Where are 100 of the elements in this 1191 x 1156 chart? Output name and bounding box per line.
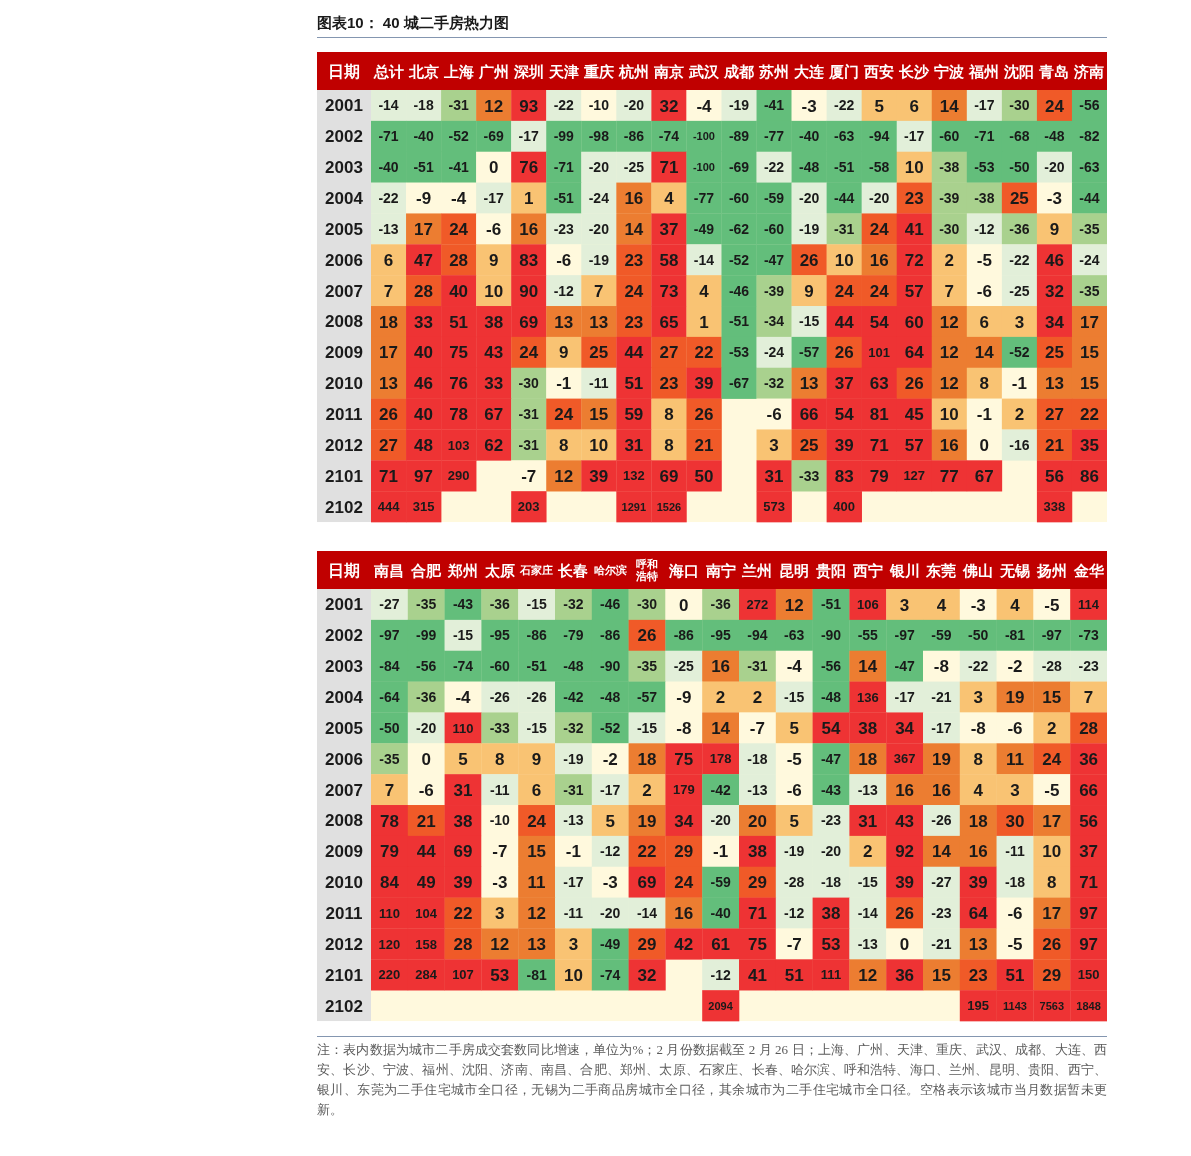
data-label: 39 [968,873,988,893]
data-label: -1 [565,842,581,862]
x-tick-label: 昆明 [779,561,810,579]
data-label: -9 [676,688,692,708]
data-label: 27 [379,436,398,456]
data-label: 47 [414,250,434,270]
data-label: -41 [763,97,785,114]
data-label: 15 [1080,374,1099,394]
data-label: 101 [868,344,891,360]
data-label: -4 [696,96,713,116]
data-label: -32 [563,719,584,736]
data-label: 28 [1079,719,1099,739]
data-label: 19 [1005,688,1025,708]
data-label: 9 [559,343,569,363]
data-label: -36 [416,689,437,706]
data-label: -18 [747,750,768,767]
y-tick-label: 2101 [325,466,363,486]
data-label: 33 [414,312,434,332]
data-label: 14 [624,219,644,239]
data-label: 103 [447,437,470,453]
data-label: 54 [869,312,890,332]
data-label: -90 [820,627,842,644]
data-label: 35 [1080,436,1099,456]
data-label: 36 [895,965,915,985]
data-label: -15 [784,689,805,706]
data-label: -40 [798,128,820,145]
data-label: 23 [904,189,924,209]
data-label: -39 [763,282,785,299]
data-label: -5 [1044,595,1060,615]
data-label: -25 [623,159,645,176]
data-label: 34 [674,811,694,831]
data-label: -62 [728,220,750,237]
data-label: 15 [931,965,951,985]
data-label: -20 [600,905,621,922]
data-label: 24 [449,219,469,239]
data-label: 78 [449,405,469,425]
data-label: 17 [1042,811,1062,831]
data-label: 0 [899,935,910,955]
data-label: -6 [786,780,802,800]
data-label: 50 [694,466,714,486]
data-label: 37 [834,374,854,394]
data-label: 64 [904,343,925,363]
data-label: 37 [1079,842,1099,862]
data-label: -53 [728,344,750,361]
data-label: 18 [637,749,657,769]
data-label: 16 [895,780,915,800]
data-label: 13 [799,374,819,394]
data-label: 8 [664,405,674,425]
data-label: 1526 [656,500,682,513]
data-label: 2 [715,688,726,708]
data-label: -15 [526,596,547,613]
data-label: -14 [693,251,715,268]
y-tick-label: 2001 [325,96,363,116]
data-label: 4 [1010,595,1021,615]
data-label: -21 [931,689,952,706]
data-label: -60 [489,658,511,675]
y-tick-label: 2003 [325,158,363,178]
y-tick-label: 2004 [325,688,364,708]
data-label: 195 [967,998,990,1014]
data-label: -17 [931,719,952,736]
data-label: 3 [899,595,910,615]
data-label: 69 [659,466,679,486]
data-label: -22 [834,97,855,114]
data-label: 7 [944,281,955,301]
data-label: 7563 [1039,999,1065,1012]
data-label: -50 [379,719,400,736]
data-label: -52 [600,719,621,736]
data-label: 106 [856,597,879,613]
data-label: 17 [1042,904,1062,924]
data-label: 76 [449,374,469,394]
data-label: -63 [834,128,855,145]
data-label: -77 [763,128,785,145]
data-label: -94 [869,128,890,145]
data-label: -6 [766,405,782,425]
data-label: 72 [904,250,924,270]
data-label: 178 [709,751,732,767]
data-label: 150 [1077,967,1100,983]
data-label: 10 [563,965,583,985]
data-label: 107 [452,967,474,983]
x-tick-label: 厦门 [828,62,860,80]
data-label: 2094 [708,999,734,1012]
data-label: 1848 [1076,999,1101,1012]
data-label: -97 [1041,627,1063,644]
y-tick-label: 2011 [325,405,363,425]
data-label: -20 [710,812,731,829]
data-label: -58 [869,159,890,176]
data-label: -3 [801,96,817,116]
x-tick-label: 武汉 [687,62,720,80]
data-label: -35 [379,750,400,767]
data-label: 7 [383,281,394,301]
data-label: -57 [636,689,658,706]
data-label: -18 [1004,874,1026,891]
data-label: 24 [869,281,890,301]
x-tick-label: 石家庄 [519,564,554,577]
data-label: 66 [799,405,819,425]
data-label: -10 [588,97,610,114]
x-tick-label: 兰州 [741,561,773,579]
x-tick-label: 郑州 [447,561,478,579]
data-label: -77 [693,190,715,207]
data-label: -7 [521,466,537,486]
